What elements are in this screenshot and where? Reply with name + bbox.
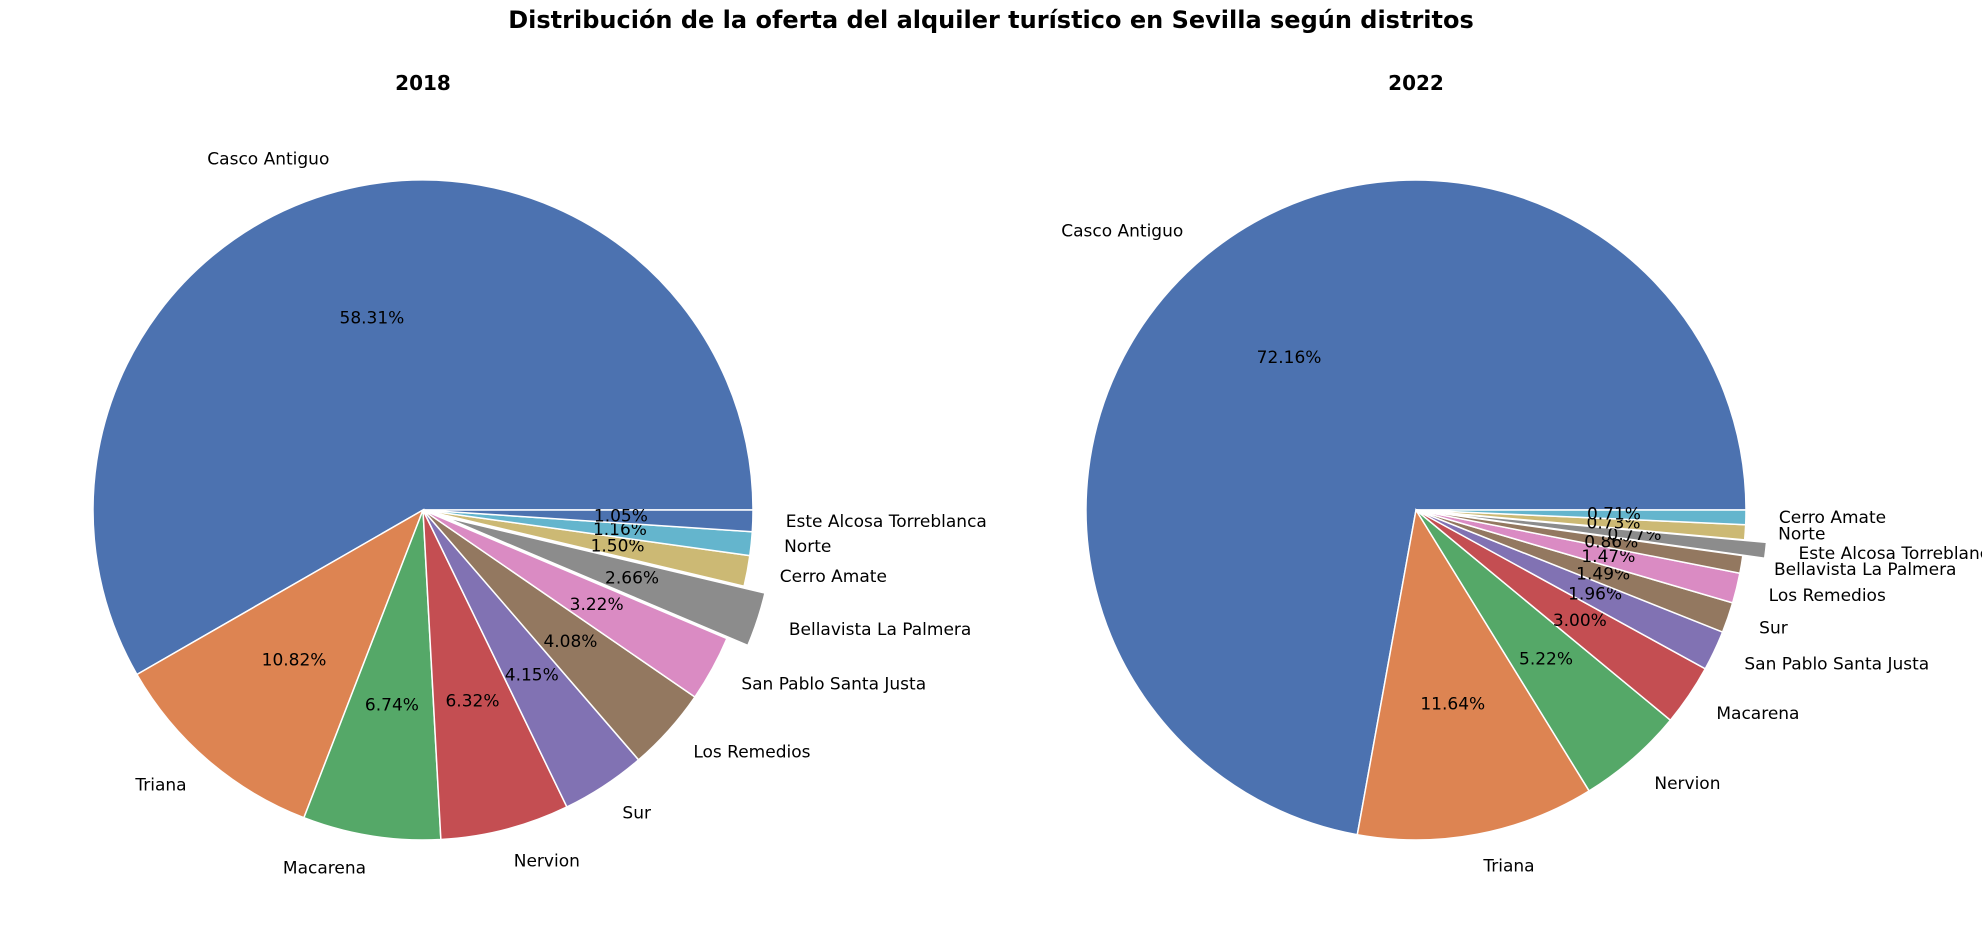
pct-label-los-remedios: 1.47%: [1581, 547, 1635, 567]
pie-slice-este-alcosa-torreblanca: [422, 509, 754, 533]
pie-slice-casco-antiguo: [92, 179, 754, 676]
pct-label-san-pablo-santa-justa: 3.22%: [570, 595, 624, 615]
pie-slice-cerro-amate: [1415, 509, 1747, 526]
pie-2018: 2018 Casco Antiguo 58.31% Triana 10.82% Macar…: [92, 71, 987, 879]
slice-label-este-alcosa-torreblanca: Este Alcosa Torreblanca: [1798, 544, 1982, 564]
pct-label-los-remedios: 4.08%: [543, 632, 597, 652]
pct-label-nervion: 5.22%: [1519, 649, 1573, 669]
slice-label-san-pablo-santa-justa: San Pablo Santa Justa: [741, 674, 926, 694]
pct-label-norte: 1.16%: [593, 520, 647, 540]
pct-label-nervion: 6.32%: [445, 692, 499, 712]
slice-label-macarena: Macarena: [1716, 704, 1799, 724]
slice-label-san-pablo-santa-justa: San Pablo Santa Justa: [1744, 655, 1929, 675]
pie-slice-bellavista-la-palmera: [443, 516, 766, 647]
pct-label-cerro-amate: 1.50%: [591, 537, 645, 557]
pct-label-macarena: 3.00%: [1553, 611, 1607, 631]
slice-label-bellavista-la-palmera: Bellavista La Palmera: [1774, 560, 1956, 580]
pie-slice-este-alcosa-torreblanca: [1437, 511, 1768, 560]
pct-label-triana: 11.64%: [1420, 695, 1485, 715]
slice-label-norte: Norte: [784, 537, 831, 557]
pie-slice-macarena: [302, 509, 442, 841]
pie-slice-casco-antiguo: [1085, 179, 1747, 836]
pie-title: 2022: [1388, 71, 1444, 95]
pct-label-sur: 4.15%: [505, 665, 559, 685]
pie-slice-triana: [135, 508, 425, 819]
slice-label-macarena: Macarena: [283, 859, 366, 879]
pct-label-cerro-amate: 0.71%: [1587, 504, 1641, 524]
slice-label-casco-antiguo: Casco Antiguo: [207, 149, 329, 169]
pct-label-triana: 10.82%: [262, 650, 327, 670]
slice-label-cerro-amate: Cerro Amate: [780, 567, 887, 587]
slice-label-sur: Sur: [622, 803, 651, 823]
pct-label-macarena: 6.74%: [365, 696, 419, 716]
pie-slice-triana: [1356, 507, 1591, 841]
slice-label-nervion: Nervion: [1654, 774, 1720, 794]
pct-label-casco-antiguo: 72.16%: [1257, 348, 1322, 368]
pct-label-san-pablo-santa-justa: 1.96%: [1568, 584, 1622, 604]
pie-slice-nervion: [422, 509, 568, 841]
slice-label-triana: Triana: [134, 775, 186, 795]
pie-title: 2018: [395, 71, 451, 95]
pct-label-casco-antiguo: 58.31%: [340, 309, 405, 329]
pct-label-bellavista-la-palmera: 2.66%: [605, 569, 659, 589]
slice-label-cerro-amate: Cerro Amate: [1779, 508, 1886, 528]
pie-2022: 2022 Casco Antiguo 72.16% Triana 11.64% Nervi…: [1061, 71, 1982, 877]
slice-label-sur: Sur: [1759, 618, 1788, 638]
figure-title: Distribución de la oferta del alquiler t…: [508, 6, 1474, 34]
slice-label-casco-antiguo: Casco Antiguo: [1061, 221, 1183, 241]
slice-label-nervion: Nervion: [514, 851, 580, 871]
slice-label-los-remedios: Los Remedios: [693, 742, 810, 762]
pct-label-este-alcosa-torreblanca: 1.05%: [594, 507, 648, 527]
slice-label-norte: Norte: [1778, 524, 1825, 544]
slice-label-bellavista-la-palmera: Bellavista La Palmera: [789, 620, 971, 640]
slice-label-triana: Triana: [1482, 857, 1534, 877]
slice-label-los-remedios: Los Remedios: [1769, 586, 1886, 606]
pie-slice-san-pablo-santa-justa: [422, 509, 728, 699]
slice-label-este-alcosa-torreblanca: Este Alcosa Torreblanca: [786, 512, 987, 532]
